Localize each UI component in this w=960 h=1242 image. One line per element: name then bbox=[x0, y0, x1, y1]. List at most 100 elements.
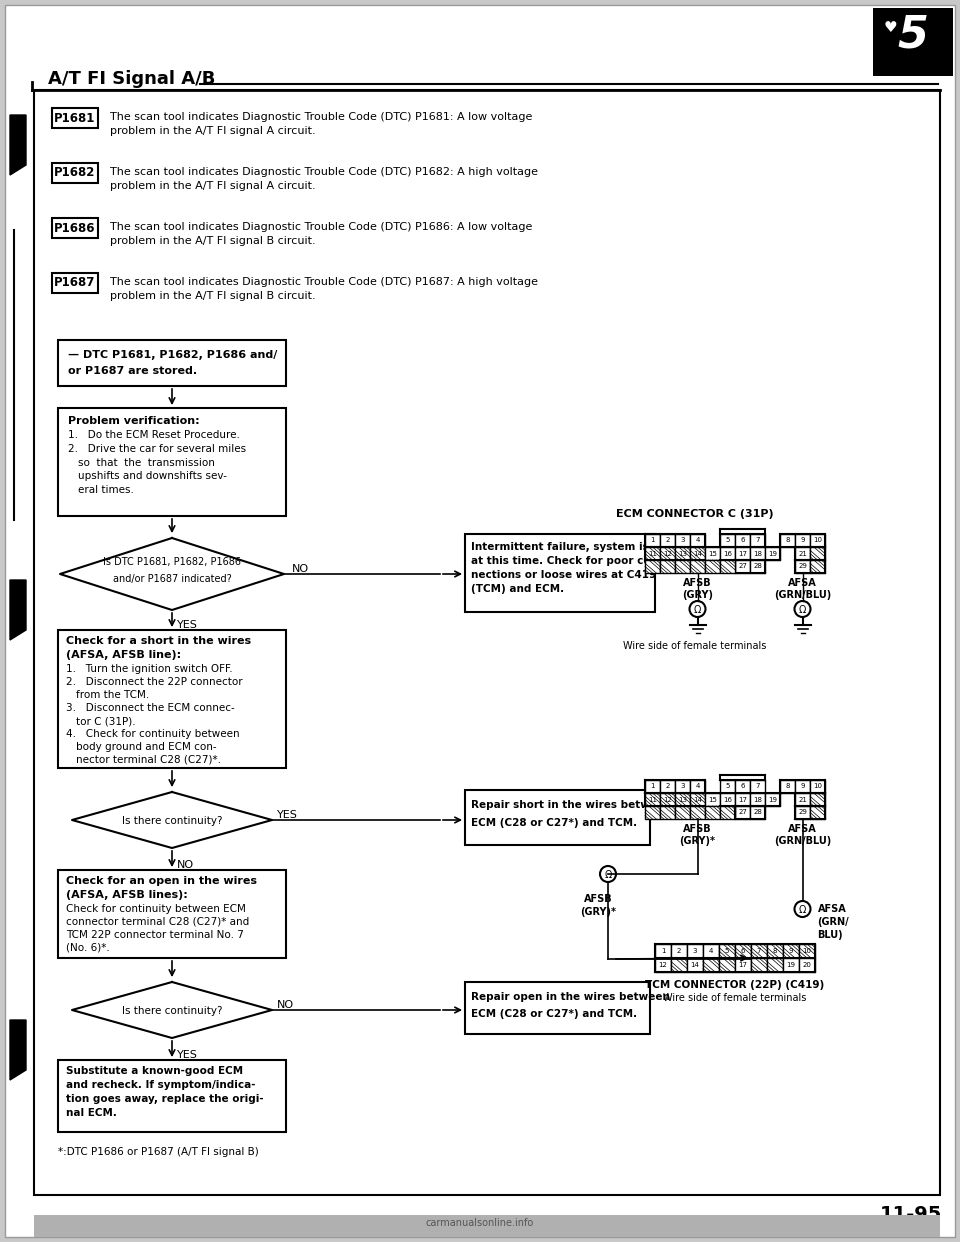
Text: A/T FI Signal A/B: A/T FI Signal A/B bbox=[48, 70, 215, 88]
FancyBboxPatch shape bbox=[810, 780, 825, 792]
FancyBboxPatch shape bbox=[690, 546, 705, 560]
FancyBboxPatch shape bbox=[660, 780, 675, 792]
FancyBboxPatch shape bbox=[765, 792, 780, 806]
Text: Check for continuity between ECM: Check for continuity between ECM bbox=[66, 904, 246, 914]
Text: 1: 1 bbox=[660, 948, 665, 954]
FancyBboxPatch shape bbox=[735, 546, 750, 560]
Text: Is there continuity?: Is there continuity? bbox=[122, 1006, 223, 1016]
FancyBboxPatch shape bbox=[750, 806, 765, 818]
Text: YES: YES bbox=[177, 1049, 198, 1059]
Text: YES: YES bbox=[177, 620, 198, 630]
Text: or P1687 are stored.: or P1687 are stored. bbox=[68, 366, 197, 376]
Text: The scan tool indicates Diagnostic Trouble Code (DTC) P1682: A high voltage: The scan tool indicates Diagnostic Troub… bbox=[110, 166, 538, 178]
Text: P1682: P1682 bbox=[55, 166, 96, 180]
Text: NO: NO bbox=[177, 859, 194, 869]
Text: Check for a short in the wires: Check for a short in the wires bbox=[66, 636, 252, 646]
FancyBboxPatch shape bbox=[34, 1215, 940, 1237]
Text: ECM CONNECTOR C (31P): ECM CONNECTOR C (31P) bbox=[616, 509, 774, 519]
FancyBboxPatch shape bbox=[795, 546, 810, 560]
Text: NO: NO bbox=[292, 564, 309, 574]
Text: YES: YES bbox=[277, 810, 298, 820]
Polygon shape bbox=[10, 116, 26, 175]
Text: 18: 18 bbox=[753, 550, 762, 556]
FancyBboxPatch shape bbox=[465, 790, 650, 845]
FancyBboxPatch shape bbox=[783, 944, 799, 958]
Text: 2.   Disconnect the 22P connector: 2. Disconnect the 22P connector bbox=[66, 677, 243, 687]
FancyBboxPatch shape bbox=[705, 792, 720, 806]
Text: Ω: Ω bbox=[694, 605, 701, 615]
Text: 29: 29 bbox=[798, 564, 807, 570]
Text: ♥: ♥ bbox=[883, 21, 897, 36]
FancyBboxPatch shape bbox=[58, 409, 286, 515]
FancyBboxPatch shape bbox=[780, 534, 795, 546]
FancyBboxPatch shape bbox=[690, 534, 705, 546]
FancyBboxPatch shape bbox=[671, 944, 687, 958]
Text: eral times.: eral times. bbox=[78, 484, 133, 496]
Text: ECM (C28 or C27*) and TCM.: ECM (C28 or C27*) and TCM. bbox=[471, 1009, 637, 1018]
FancyBboxPatch shape bbox=[655, 944, 671, 958]
Text: AFSB: AFSB bbox=[684, 823, 711, 833]
Text: 11-95: 11-95 bbox=[880, 1205, 943, 1225]
Text: 2: 2 bbox=[665, 538, 670, 544]
Text: 20: 20 bbox=[803, 963, 811, 968]
FancyBboxPatch shape bbox=[810, 792, 825, 806]
Text: (GRY)*: (GRY)* bbox=[680, 836, 715, 846]
FancyBboxPatch shape bbox=[660, 806, 675, 818]
Text: 9: 9 bbox=[801, 784, 804, 790]
Text: 27: 27 bbox=[738, 564, 747, 570]
Text: 18: 18 bbox=[753, 796, 762, 802]
FancyBboxPatch shape bbox=[34, 89, 940, 1195]
FancyBboxPatch shape bbox=[735, 560, 750, 573]
FancyBboxPatch shape bbox=[58, 340, 286, 386]
Text: 3: 3 bbox=[681, 784, 684, 790]
Text: 4: 4 bbox=[695, 784, 700, 790]
Text: 4: 4 bbox=[708, 948, 713, 954]
Text: (AFSA, AFSB line):: (AFSA, AFSB line): bbox=[66, 650, 181, 660]
FancyBboxPatch shape bbox=[675, 806, 690, 818]
FancyBboxPatch shape bbox=[810, 806, 825, 818]
FancyBboxPatch shape bbox=[795, 806, 810, 818]
Text: upshifts and downshifts sev-: upshifts and downshifts sev- bbox=[78, 471, 227, 481]
Text: Repair open in the wires between: Repair open in the wires between bbox=[471, 992, 670, 1002]
Text: 5: 5 bbox=[725, 948, 730, 954]
Text: TCM CONNECTOR (22P) (C419): TCM CONNECTOR (22P) (C419) bbox=[645, 980, 825, 990]
Text: (GRN/BLU): (GRN/BLU) bbox=[774, 836, 831, 846]
FancyBboxPatch shape bbox=[750, 792, 765, 806]
Text: Is there continuity?: Is there continuity? bbox=[122, 816, 223, 826]
Text: AFSA: AFSA bbox=[788, 578, 817, 587]
Text: 16: 16 bbox=[723, 796, 732, 802]
FancyBboxPatch shape bbox=[675, 534, 690, 546]
FancyBboxPatch shape bbox=[660, 792, 675, 806]
FancyBboxPatch shape bbox=[719, 958, 735, 972]
FancyBboxPatch shape bbox=[783, 958, 799, 972]
FancyBboxPatch shape bbox=[765, 546, 780, 560]
Text: The scan tool indicates Diagnostic Trouble Code (DTC) P1687: A high voltage: The scan tool indicates Diagnostic Troub… bbox=[110, 277, 538, 287]
FancyBboxPatch shape bbox=[655, 958, 671, 972]
Text: NO: NO bbox=[277, 1000, 294, 1010]
FancyBboxPatch shape bbox=[58, 1059, 286, 1131]
Text: 1: 1 bbox=[650, 538, 655, 544]
FancyBboxPatch shape bbox=[735, 780, 750, 792]
Text: Ω: Ω bbox=[604, 869, 612, 881]
Text: 13: 13 bbox=[678, 550, 687, 556]
Text: problem in the A/T FI signal B circuit.: problem in the A/T FI signal B circuit. bbox=[110, 291, 316, 301]
FancyBboxPatch shape bbox=[671, 958, 687, 972]
Text: (GRN/BLU): (GRN/BLU) bbox=[774, 590, 831, 600]
Text: The scan tool indicates Diagnostic Trouble Code (DTC) P1681: A low voltage: The scan tool indicates Diagnostic Troub… bbox=[110, 112, 533, 122]
Text: 27: 27 bbox=[738, 810, 747, 816]
FancyBboxPatch shape bbox=[810, 534, 825, 546]
Text: Problem verification:: Problem verification: bbox=[68, 416, 200, 426]
FancyBboxPatch shape bbox=[52, 108, 98, 128]
Text: 5: 5 bbox=[726, 784, 730, 790]
Text: 28: 28 bbox=[753, 810, 762, 816]
FancyBboxPatch shape bbox=[767, 944, 783, 958]
FancyBboxPatch shape bbox=[58, 869, 286, 958]
Text: 5: 5 bbox=[726, 538, 730, 544]
Text: 10: 10 bbox=[813, 538, 822, 544]
Text: 13: 13 bbox=[678, 796, 687, 802]
FancyBboxPatch shape bbox=[52, 219, 98, 238]
Text: from the TCM.: from the TCM. bbox=[76, 691, 149, 700]
Text: 7: 7 bbox=[756, 948, 761, 954]
FancyBboxPatch shape bbox=[645, 780, 660, 792]
FancyBboxPatch shape bbox=[690, 780, 705, 792]
